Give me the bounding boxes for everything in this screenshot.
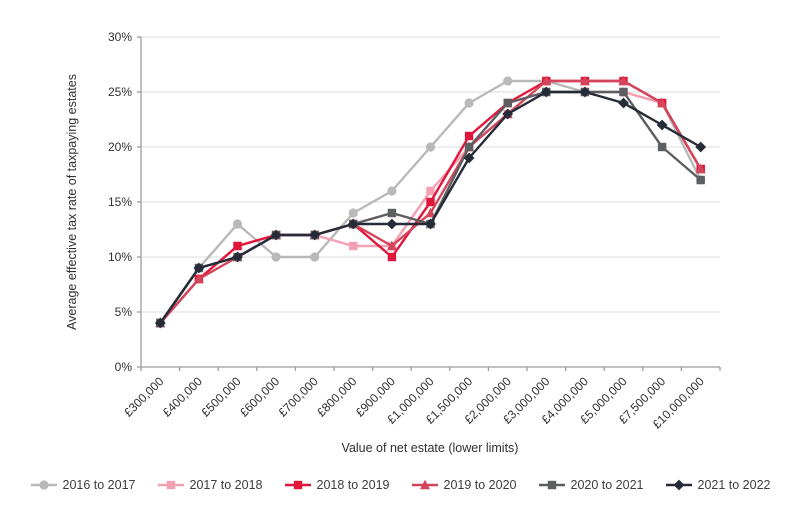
x-axis-title: Value of net estate (lower limits) <box>341 441 519 455</box>
series-2016-to-2017-marker <box>503 76 513 86</box>
series-2021-to-2022-marker <box>232 251 243 263</box>
series-2021-to-2022-marker <box>193 262 205 274</box>
series-2021-to-2022-marker <box>695 141 707 153</box>
series-2020-to-2021-marker <box>619 87 628 97</box>
x-tick-label: £500,000 <box>198 374 244 420</box>
series-2021-to-2022-marker <box>579 86 591 98</box>
series-2016-to-2017-marker <box>232 219 243 229</box>
series-2019-to-2020-marker <box>541 75 552 86</box>
series-2021-to-2022-line <box>159 90 702 325</box>
series-2021-to-2022-marker <box>656 119 668 131</box>
y-tick-label: 25% <box>108 85 132 99</box>
series-2021-to-2022-marker <box>425 218 436 230</box>
series-2021-to-2022-marker <box>347 218 359 230</box>
series-2021-to-2022-marker <box>386 218 398 230</box>
y-tick-label: 10% <box>108 250 132 264</box>
series-2021-to-2022-marker <box>540 86 552 98</box>
series-2021-to-2022-marker <box>618 97 629 109</box>
series-2017-to-2018-marker <box>349 241 358 251</box>
y-axis-title: Average effective tax rate of taxpaying … <box>65 74 79 330</box>
legend-label: 2018 to 2019 <box>316 478 390 492</box>
x-tick-label: £800,000 <box>314 374 360 420</box>
legend-item-2016-to-2017: 2016 to 2017 <box>30 478 136 492</box>
series-2019-to-2020-marker <box>386 240 397 251</box>
series-2019-to-2020-marker <box>425 207 436 218</box>
series-2019-to-2020-marker <box>579 75 590 86</box>
legend-item-2017-to-2018: 2017 to 2018 <box>157 478 263 492</box>
legend-item-2019-to-2020: 2019 to 2020 <box>411 478 517 492</box>
series-2020-to-2021-line <box>159 90 702 325</box>
series-2021-to-2022-marker <box>463 152 475 164</box>
legend-item-2018-to-2019: 2018 to 2019 <box>284 478 390 492</box>
legend-marker-square-icon <box>157 480 184 490</box>
legend-item-2020-to-2021: 2020 to 2021 <box>538 478 644 492</box>
series-2017-to-2018-marker <box>426 186 435 196</box>
series-2018-to-2019-marker <box>464 131 474 141</box>
series-2020-to-2021-marker <box>503 98 512 108</box>
series-2019-to-2020-marker <box>657 97 668 108</box>
x-tick-label: £300,000 <box>121 374 167 420</box>
series-2020-to-2021-marker <box>657 142 667 152</box>
series-2016-to-2017-marker <box>464 98 474 108</box>
series-2016-to-2017-marker <box>425 142 436 152</box>
legend-marker-square-icon <box>538 480 565 490</box>
y-tick-label: 20% <box>108 140 132 154</box>
x-tick-label: £600,000 <box>237 374 283 420</box>
series-2018-to-2019-marker <box>387 252 397 262</box>
series-2016-to-2017-marker <box>348 208 358 218</box>
y-tick-label: 0% <box>115 360 133 374</box>
series-2020-to-2021-marker <box>696 175 705 185</box>
y-tick-label: 30% <box>108 30 132 44</box>
series-2020-to-2021-marker <box>464 142 474 152</box>
x-tick-label: £700,000 <box>276 374 322 420</box>
series-2021-to-2022-marker <box>502 108 514 120</box>
legend-label: 2017 to 2018 <box>189 478 263 492</box>
series-2018-to-2019-marker <box>426 197 435 207</box>
legend-marker-diamond-icon <box>665 479 692 491</box>
y-tick-label: 5% <box>115 305 133 319</box>
y-tick-label: 15% <box>108 195 132 209</box>
series-2016-to-2017-marker <box>387 186 397 196</box>
legend-label: 2016 to 2017 <box>62 478 136 492</box>
series-2019-to-2020-marker <box>618 75 629 86</box>
series-2021-to-2022-marker <box>309 229 321 241</box>
legend-marker-square-icon <box>284 480 311 490</box>
x-tick-label: £400,000 <box>160 374 206 420</box>
legend-label: 2019 to 2020 <box>443 478 517 492</box>
legend-label: 2021 to 2022 <box>697 478 771 492</box>
legend-item-2021-to-2022: 2021 to 2022 <box>665 478 771 492</box>
series-2020-to-2021-marker <box>387 208 397 218</box>
series-2016-to-2017-marker <box>271 252 281 262</box>
series-2017-to-2018-line <box>159 90 702 325</box>
legend-marker-circle-icon <box>30 480 57 490</box>
legend-label: 2020 to 2021 <box>570 478 644 492</box>
series-2019-to-2020-marker <box>695 163 706 174</box>
series-2018-to-2019-marker <box>233 241 242 251</box>
chart-legend: 2016 to 2017 2017 to 2018 2018 to 2019 2019… <box>0 478 800 492</box>
line-chart-canvas: 0% 5% 10% 15% 20% 25% 30% £300,000£400,000£500,… <box>108 30 721 431</box>
series-2019-to-2020-marker <box>193 273 204 284</box>
series-2021-to-2022-marker <box>154 317 166 329</box>
series-2016-to-2017-marker <box>310 252 320 262</box>
legend-marker-triangle-icon <box>411 479 438 490</box>
series-2021-to-2022-marker <box>270 229 282 241</box>
